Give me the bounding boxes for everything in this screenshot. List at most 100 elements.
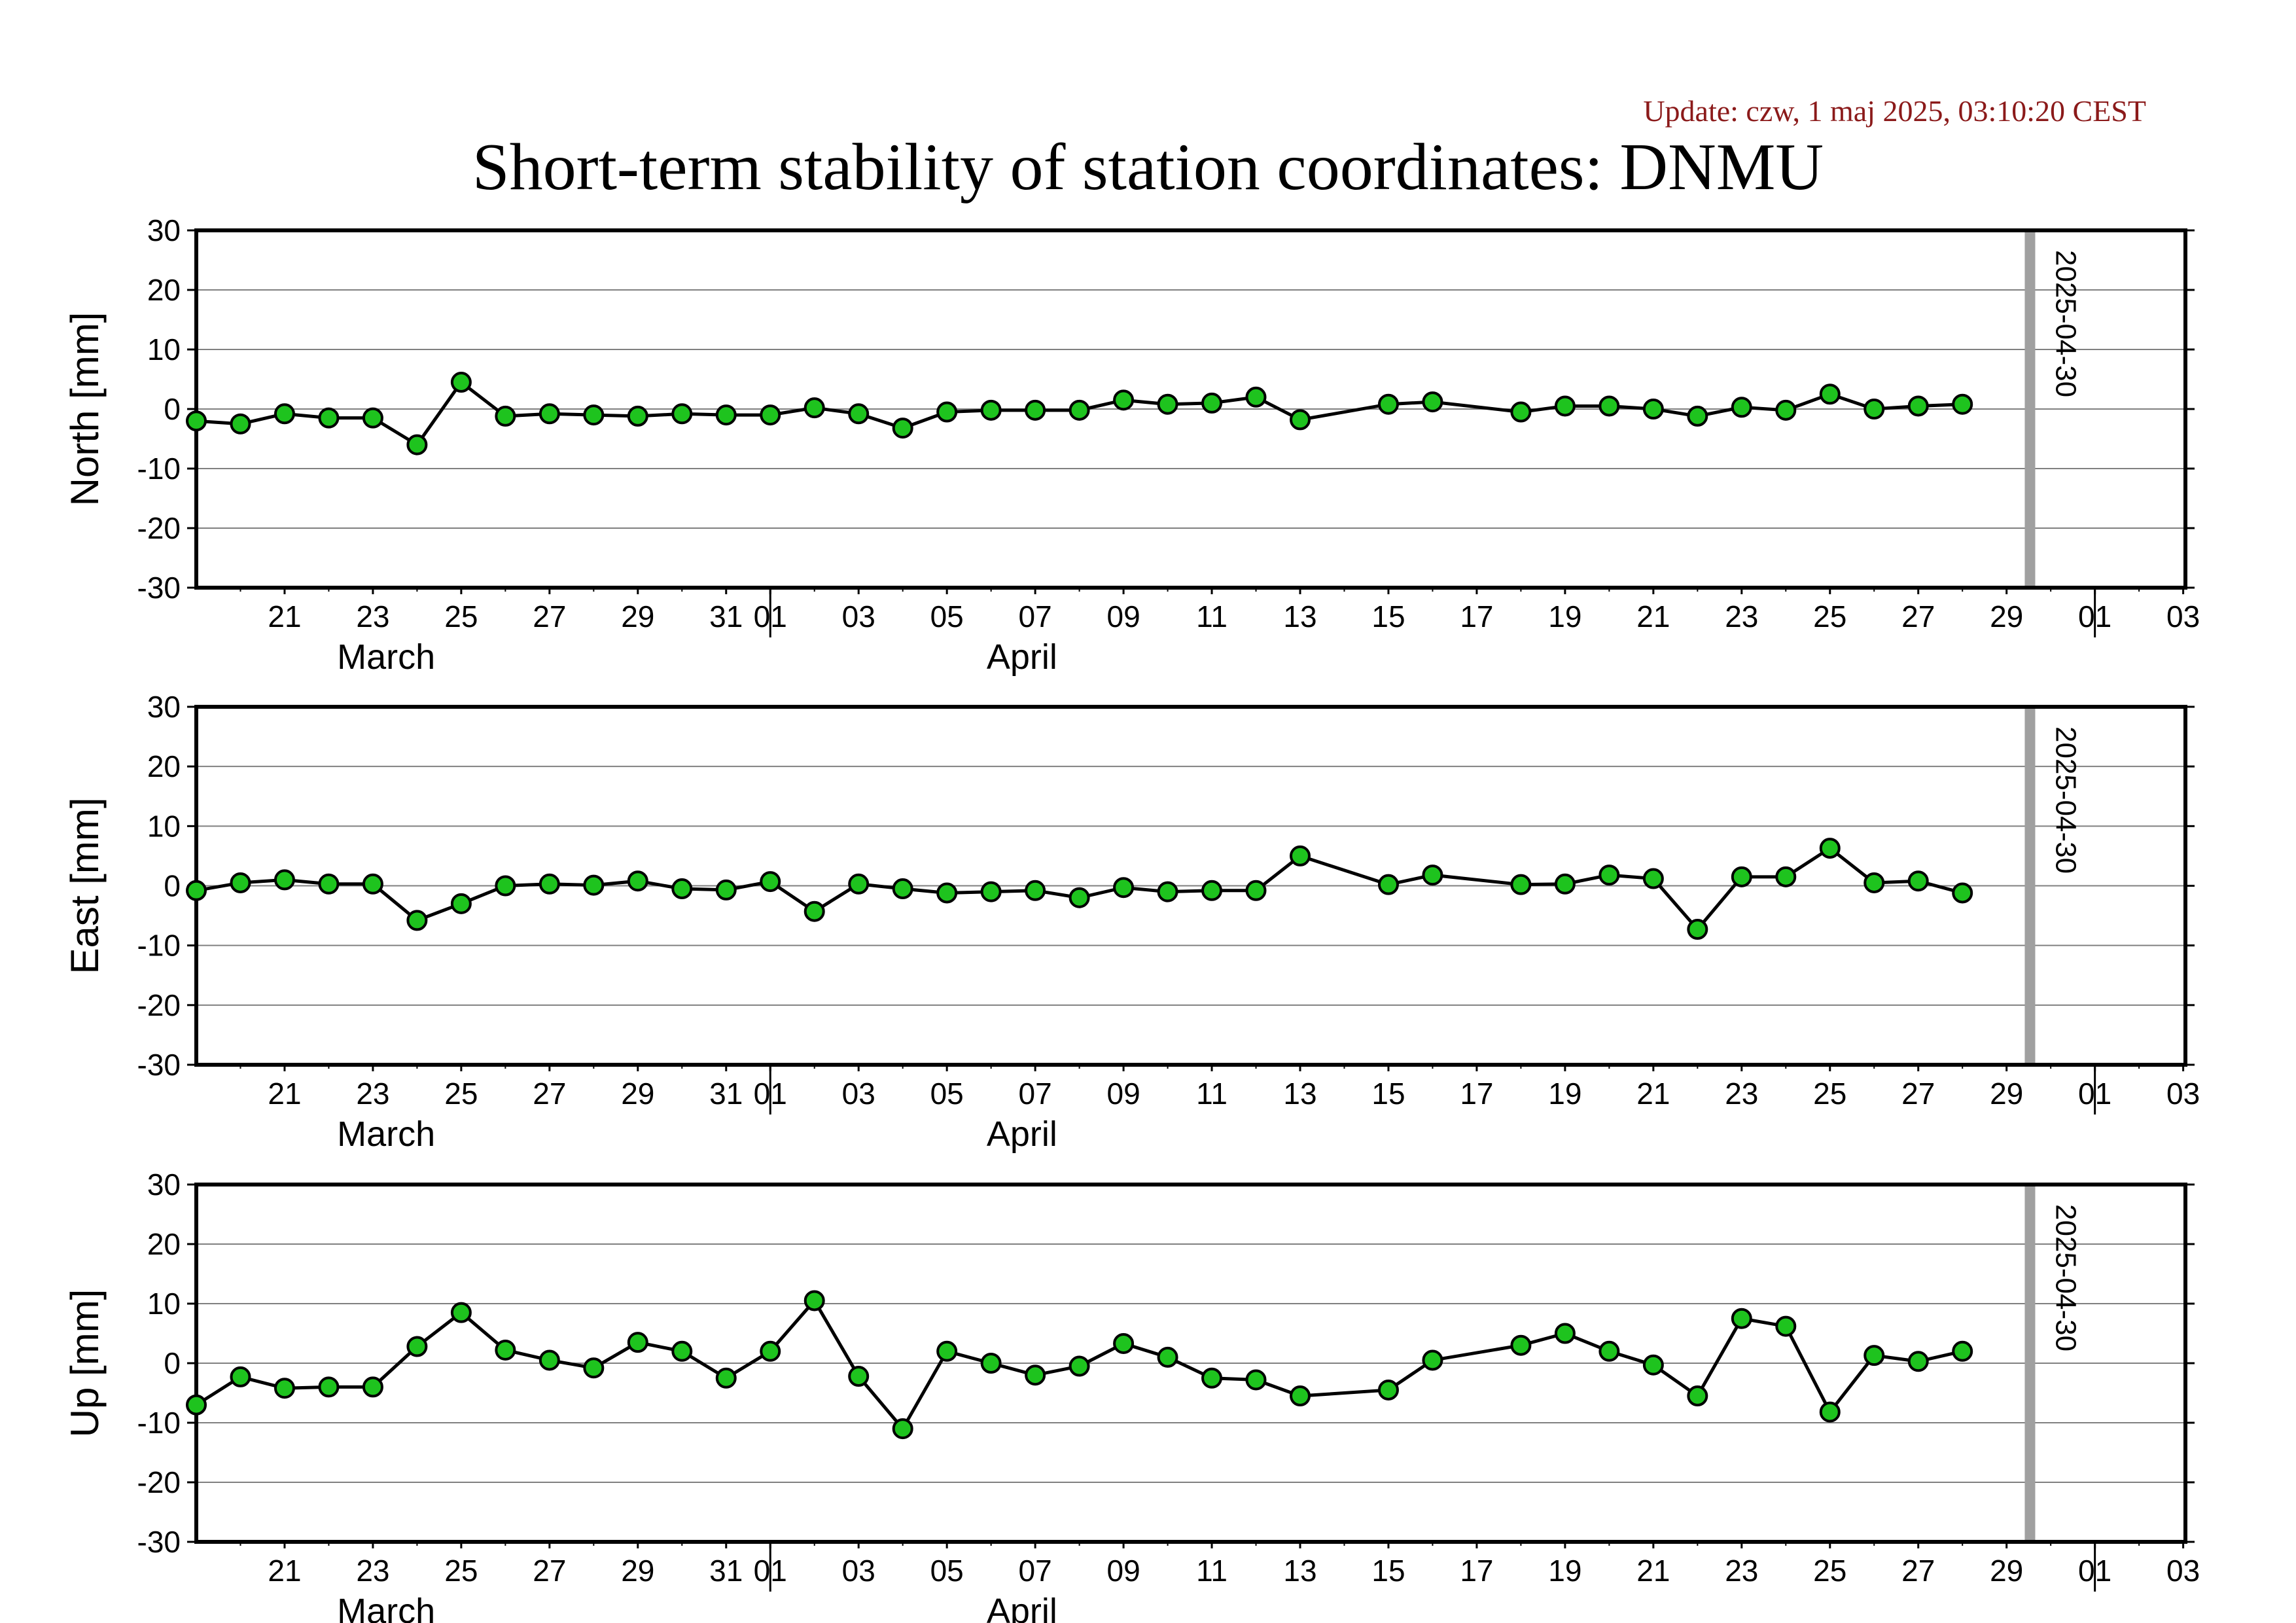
x-tick-label: 17 xyxy=(1460,599,1493,633)
x-tick-label: 23 xyxy=(1725,1077,1758,1111)
data-point xyxy=(1113,389,1135,411)
data-point xyxy=(1069,887,1090,908)
data-point xyxy=(671,878,693,900)
x-tick-label: 27 xyxy=(533,1077,566,1111)
data-point xyxy=(274,869,295,891)
data-point xyxy=(1952,1340,1973,1362)
x-tick-label: 07 xyxy=(1019,1077,1052,1111)
data-point xyxy=(230,1366,251,1387)
data-point xyxy=(406,910,428,931)
data-point xyxy=(583,404,605,426)
data-point xyxy=(539,403,560,425)
data-point xyxy=(1907,395,1929,417)
month-label: March xyxy=(337,1115,435,1154)
x-tick-label: 19 xyxy=(1548,1554,1581,1588)
data-point xyxy=(362,1376,383,1398)
data-point xyxy=(362,407,383,429)
y-tick-label: -30 xyxy=(137,571,181,605)
data-point xyxy=(1731,397,1752,418)
data-point xyxy=(1069,1355,1090,1377)
data-point xyxy=(1598,1340,1620,1362)
data-point xyxy=(450,372,472,393)
data-point xyxy=(1290,1385,1311,1407)
x-tick-label: 23 xyxy=(1725,1554,1758,1588)
data-point xyxy=(1069,399,1090,421)
data-point xyxy=(892,878,913,900)
data-point xyxy=(980,1353,1002,1374)
x-tick-label: 23 xyxy=(356,1077,389,1111)
x-tick-label: 25 xyxy=(444,1077,478,1111)
data-point xyxy=(1819,1401,1841,1423)
x-tick-label: 03 xyxy=(2166,1554,2200,1588)
panel-east: 30 20 10 0 -10 -20 -30 East [mm] 2025-04-30 21 23 2… xyxy=(63,690,2200,1154)
x-tick-label: 27 xyxy=(1901,1554,1935,1588)
y-tick-label: -20 xyxy=(137,511,181,545)
data-point xyxy=(274,1378,295,1399)
data-point xyxy=(1422,865,1443,886)
y-tick-label: -20 xyxy=(137,1465,181,1499)
data-point xyxy=(936,1340,958,1362)
data-point xyxy=(1025,399,1046,421)
plot-frame xyxy=(194,1183,2187,1544)
panel-up: 30 20 10 0 -10 -20 -30 Up [mm] 2025-04-30 21 23 25 2… xyxy=(63,1168,2200,1623)
data-point xyxy=(274,403,295,425)
x-tick-label: 23 xyxy=(1725,599,1758,633)
x-tick-label: 25 xyxy=(1813,1554,1846,1588)
x-tick-label: 15 xyxy=(1371,1077,1405,1111)
data-point xyxy=(1775,1315,1797,1337)
data-point xyxy=(1819,383,1841,405)
y-tick-label: 20 xyxy=(147,1227,181,1261)
data-point xyxy=(627,405,648,427)
data-point xyxy=(892,418,913,439)
x-tick-label: 29 xyxy=(1990,599,2023,633)
x-tick-label: 21 xyxy=(1636,599,1670,633)
x-tick-label: 29 xyxy=(621,599,654,633)
data-point xyxy=(1863,1345,1885,1366)
data-point xyxy=(495,875,516,897)
data-point xyxy=(1422,1349,1443,1371)
x-tick-label: 17 xyxy=(1460,1077,1493,1111)
date-marker-label: 2025-04-30 xyxy=(2049,250,2081,397)
x-tick-label: 29 xyxy=(621,1077,654,1111)
data-point xyxy=(1642,399,1664,419)
data-point xyxy=(1025,1364,1046,1386)
y-tick-label: 10 xyxy=(147,1287,181,1321)
y-axis-label: Up [mm] xyxy=(63,1289,107,1438)
x-tick-label: 29 xyxy=(1990,1554,2023,1588)
x-tick-label: 03 xyxy=(842,1554,875,1588)
data-point xyxy=(980,881,1002,902)
data-point xyxy=(1952,882,1973,904)
x-tick-label: 21 xyxy=(268,1554,301,1588)
y-tick-label: -10 xyxy=(137,452,181,486)
data-point xyxy=(804,1290,825,1311)
y-tick-label: 10 xyxy=(147,809,181,843)
x-tick-label: 11 xyxy=(1196,1554,1227,1588)
data-point xyxy=(1245,1369,1267,1391)
y-tick-label: 30 xyxy=(147,1168,181,1202)
x-tick-label: 17 xyxy=(1460,1554,1493,1588)
data-point xyxy=(1113,877,1135,899)
x-tick-label: 25 xyxy=(1813,1077,1846,1111)
x-tick-label: 27 xyxy=(533,1554,566,1588)
date-marker-label: 2025-04-30 xyxy=(2049,726,2081,874)
x-tick-label: 19 xyxy=(1548,1077,1581,1111)
month-label: March xyxy=(337,1592,435,1623)
data-point xyxy=(1952,393,1973,415)
data-point xyxy=(715,1367,737,1389)
x-tick-label: 21 xyxy=(1636,1554,1670,1588)
x-tick-label: 25 xyxy=(444,599,478,633)
data-point xyxy=(1554,1323,1576,1344)
x-tick-label: 03 xyxy=(2166,1077,2200,1111)
month-label: April xyxy=(987,1592,1057,1623)
y-tick-label: 30 xyxy=(147,213,181,247)
data-point xyxy=(1554,873,1576,895)
data-point xyxy=(1113,1332,1135,1354)
x-tick-label: 23 xyxy=(356,1554,389,1588)
data-point xyxy=(1245,386,1267,408)
x-tick-label: 29 xyxy=(621,1554,654,1588)
data-point xyxy=(1377,874,1399,895)
data-point xyxy=(760,871,781,893)
data-point xyxy=(1907,1351,1929,1372)
month-label: March xyxy=(337,637,435,677)
data-point xyxy=(1157,881,1178,902)
